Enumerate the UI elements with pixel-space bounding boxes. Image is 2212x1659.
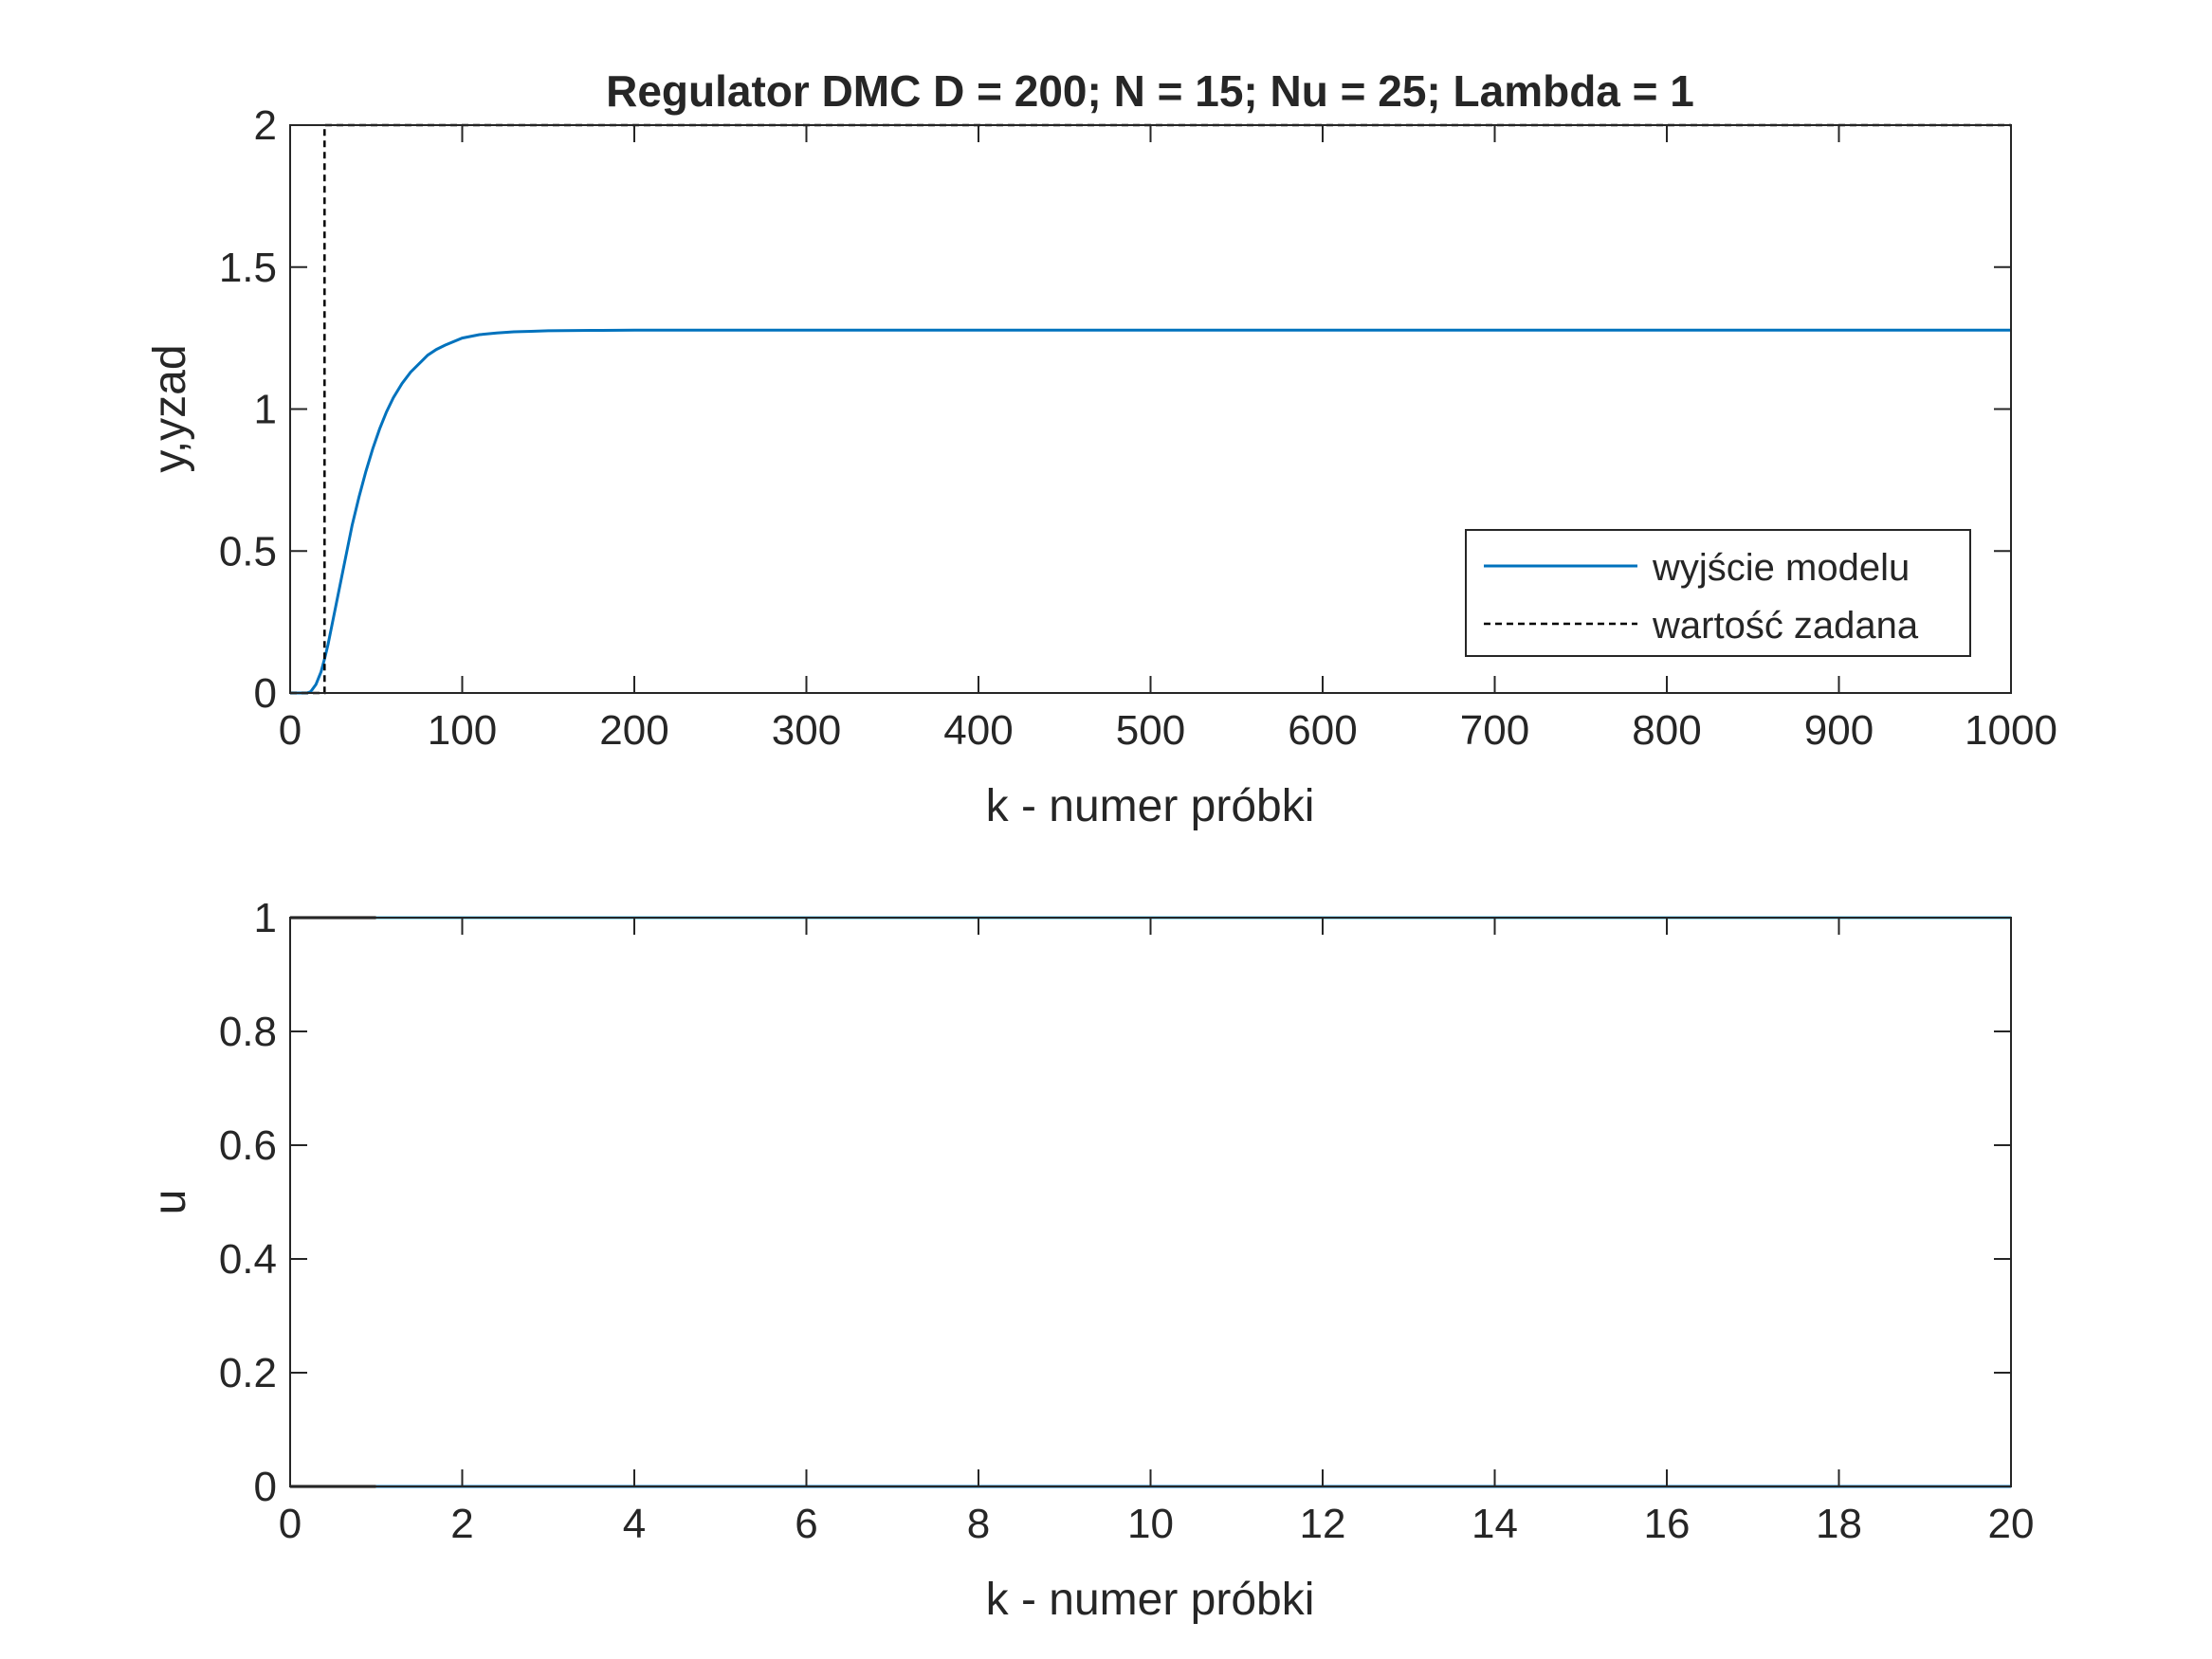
top-x-tick-label: 600 — [1288, 707, 1357, 754]
top-chart-title: Regulator DMC D = 200; N = 15; Nu = 25; … — [606, 66, 1694, 116]
bottom-y-tick-label: 0.8 — [219, 1009, 277, 1055]
top-y-tick-label: 1 — [254, 387, 277, 433]
bottom-x-tick-label: 4 — [623, 1501, 646, 1547]
bottom-x-tick-label: 8 — [967, 1501, 990, 1547]
top-x-tick-label: 300 — [772, 707, 841, 754]
top-x-tick-label: 700 — [1460, 707, 1529, 754]
top-x-tick-label: 0 — [279, 707, 302, 754]
bottom-x-tick-label: 12 — [1300, 1501, 1346, 1547]
legend-box — [1465, 529, 1971, 657]
bottom-y-tick-label: 0 — [254, 1464, 277, 1510]
bottom-x-tick-label: 6 — [795, 1501, 817, 1547]
top-y-tick-label: 0.5 — [219, 528, 277, 574]
bottom-y-axis-label: u — [145, 1190, 195, 1215]
bottom-y-tick-label: 0.2 — [219, 1350, 277, 1396]
bottom-x-axis-label: k - numer próbki — [986, 1575, 1315, 1625]
bottom-y-tick-label: 0.6 — [219, 1122, 277, 1169]
legend: wyjście modelu wartość zadana — [1465, 529, 1971, 657]
top-x-tick-label: 400 — [943, 707, 1013, 754]
top-x-tick-label: 1000 — [1965, 707, 2057, 754]
top-x-tick-label: 100 — [428, 707, 497, 754]
top-x-axis-label: k - numer próbki — [986, 781, 1315, 831]
top-x-tick-label: 800 — [1632, 707, 1701, 754]
top-y-axis-label: y,yzad — [145, 344, 195, 472]
top-x-tick-label: 900 — [1804, 707, 1874, 754]
top-series-line-0 — [290, 328, 2011, 695]
bottom-x-tick-label: 20 — [1988, 1501, 2035, 1547]
bottom-x-tick-label: 10 — [1127, 1501, 1174, 1547]
top-axes-ticks: 0 100 200 300 400 500 600 700 800 900 1000 0 0.5 1 1.5… — [219, 102, 2057, 754]
bottom-axes-ticks: 0 2 4 6 8 10 12 14 16 18 20 0 0.2 0.4 0.6 0.8 1 — [219, 895, 2035, 1547]
top-y-tick-label: 1.5 — [219, 245, 277, 291]
top-axes: Regulator DMC D = 200; N = 15; Nu = 25; … — [145, 66, 2057, 831]
bottom-x-tick-label: 0 — [279, 1501, 302, 1547]
bottom-y-tick-label: 1 — [254, 895, 277, 941]
top-x-tick-label: 200 — [599, 707, 668, 754]
bottom-x-tick-label: 14 — [1472, 1501, 1518, 1547]
bottom-plot-series — [290, 916, 2011, 1488]
top-y-tick-label: 0 — [254, 670, 277, 717]
bottom-axes: 0 2 4 6 8 10 12 14 16 18 20 0 0.2 0.4 0.6 0.8 1 k - nume… — [145, 895, 2034, 1625]
legend-label-model-output: wyjście modelu — [1652, 547, 1910, 589]
bottom-y-tick-label: 0.4 — [219, 1236, 277, 1283]
bottom-x-tick-label: 16 — [1644, 1501, 1691, 1547]
top-y-tick-label: 2 — [254, 102, 277, 149]
bottom-x-tick-label: 18 — [1816, 1501, 1862, 1547]
bottom-x-tick-label: 2 — [450, 1501, 473, 1547]
legend-label-setpoint: wartość zadana — [1652, 605, 1919, 647]
top-x-tick-label: 500 — [1116, 707, 1185, 754]
bottom-axes-box — [289, 917, 2012, 1487]
